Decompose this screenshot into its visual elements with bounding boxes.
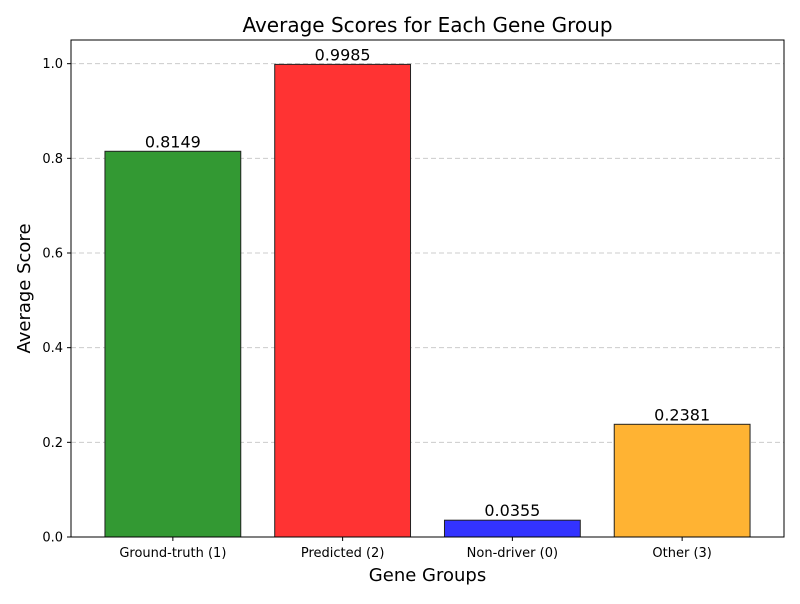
bar-value-label: 0.0355 (484, 501, 540, 520)
bar (443, 519, 581, 538)
plot-frame (70, 39, 785, 538)
bars (104, 63, 751, 538)
y-tick-label: 0.4 (42, 341, 63, 356)
bar (274, 63, 412, 538)
y-tick-label: 0.0 (42, 531, 63, 546)
y-ticks: 0.0 0.2 0.4 0.6 0.8 1.0 (42, 57, 71, 546)
y-tick-label: 0.6 (42, 247, 63, 262)
y-axis-label: Average Score (14, 223, 35, 353)
plot-area-border (70, 39, 785, 538)
x-axis-label: Gene Groups (369, 565, 486, 586)
x-tick-label: Other (3) (652, 546, 711, 561)
x-ticks: Ground-truth (1) Predicted (2) Non-driver … (119, 537, 712, 561)
bar-value-label: 0.8149 (145, 132, 201, 151)
y-tick-label: 0.8 (42, 152, 63, 167)
chart-title: Average Scores for Each Gene Group (242, 13, 612, 37)
bar-value-labels: 0.8149 0.9985 0.0355 0.2381 (145, 45, 710, 520)
x-tick-label: Predicted (2) (301, 546, 385, 561)
x-tick-label: Ground-truth (1) (119, 546, 226, 561)
y-tick-label: 1.0 (42, 57, 63, 72)
y-tick-label: 0.2 (42, 436, 63, 451)
bar-value-label: 0.9985 (315, 45, 371, 64)
bar (104, 150, 242, 538)
bar (613, 423, 751, 538)
x-tick-label: Non-driver (0) (467, 546, 558, 561)
bar-value-label: 0.2381 (654, 405, 710, 424)
